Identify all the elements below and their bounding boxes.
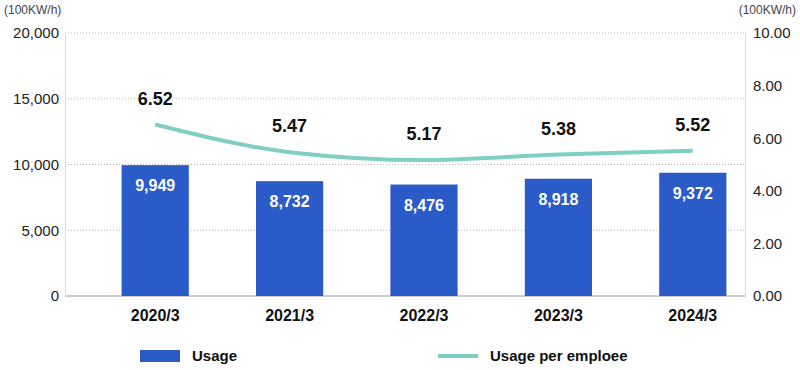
y-axis: 0 5,000 10,000 15,000 20,000: [13, 24, 65, 304]
bar: [659, 173, 726, 296]
tick: 10,000: [13, 156, 65, 173]
tick: 5,000: [21, 222, 65, 239]
tick-label: 0: [51, 287, 59, 304]
bar: [256, 181, 323, 296]
data-label: 5.17: [406, 124, 441, 144]
axis-title: (100KW/h): [739, 3, 796, 17]
data-label: 6.52: [138, 89, 173, 109]
chart: 0 5,000 10,000 15,000 20,000 0.00 2.00 4.00 6.00…: [0, 0, 800, 370]
tick: 4.00: [745, 182, 782, 199]
tick: 2020/3: [131, 296, 180, 324]
tick-label: 8.00: [753, 77, 782, 94]
tick: 0: [51, 287, 65, 304]
tick-label: 2024/3: [668, 307, 717, 324]
tick-label: 10.00: [753, 24, 791, 41]
tick-label: 0.00: [753, 287, 782, 304]
tick: 2023/3: [534, 296, 583, 324]
tick: 8.00: [745, 77, 782, 94]
tick-label: 5,000: [21, 222, 59, 239]
data-label: 9,949: [135, 177, 175, 194]
data-labels: 9,949 8,732 8,476 8,918 9,372 6.52 5.47 5.17 5.3…: [135, 89, 713, 214]
tick-label: 4.00: [753, 182, 782, 199]
data-label: 9,372: [673, 185, 713, 202]
grid-line: [65, 33, 745, 34]
tick: 0.00: [745, 287, 782, 304]
tick: 10.00: [745, 24, 791, 41]
legend-swatch: [438, 354, 478, 358]
legend: Usage Usage per emploee: [140, 347, 628, 364]
grid-line: [65, 164, 745, 165]
plot-area: [122, 125, 727, 296]
data-label: 5.38: [541, 119, 576, 139]
tick-label: 2023/3: [534, 307, 583, 324]
tick: 2.00: [745, 235, 782, 252]
bar: [390, 185, 457, 296]
line: [155, 125, 693, 161]
tick-label: 2022/3: [400, 307, 449, 324]
axis-line: [65, 34, 66, 297]
data-label: 8,476: [404, 197, 444, 214]
axis-title: (100KW/h): [4, 3, 61, 17]
bar: [525, 179, 592, 296]
legend-swatch: [140, 350, 180, 362]
tick-label: 2020/3: [131, 307, 180, 324]
tick-label: 2.00: [753, 235, 782, 252]
y2-axis: 0.00 2.00 4.00 6.00 8.00 10.00: [745, 24, 791, 304]
tick: 2022/3: [400, 296, 449, 324]
tick: 20,000: [13, 24, 65, 41]
axis-line: [745, 34, 746, 297]
tick: 15,000: [13, 90, 65, 107]
grid: [65, 33, 745, 296]
legend-label: Usage: [192, 347, 237, 364]
data-label: 8,918: [538, 191, 578, 208]
tick-label: 20,000: [13, 24, 59, 41]
tick-label: 15,000: [13, 90, 59, 107]
tick-label: 10,000: [13, 156, 59, 173]
tick: 2024/3: [668, 296, 717, 324]
bar: [122, 165, 189, 296]
data-label: 5.47: [272, 116, 307, 136]
data-label: 8,732: [270, 193, 310, 210]
legend-label: Usage per emploee: [490, 347, 628, 364]
tick: 2021/3: [265, 296, 314, 324]
tick-label: 2021/3: [265, 307, 314, 324]
tick: 6.00: [745, 130, 782, 147]
x-axis: 2020/3 2021/3 2022/3 2023/3 2024/3: [131, 296, 718, 324]
data-label: 5.52: [675, 115, 710, 135]
tick-label: 6.00: [753, 130, 782, 147]
